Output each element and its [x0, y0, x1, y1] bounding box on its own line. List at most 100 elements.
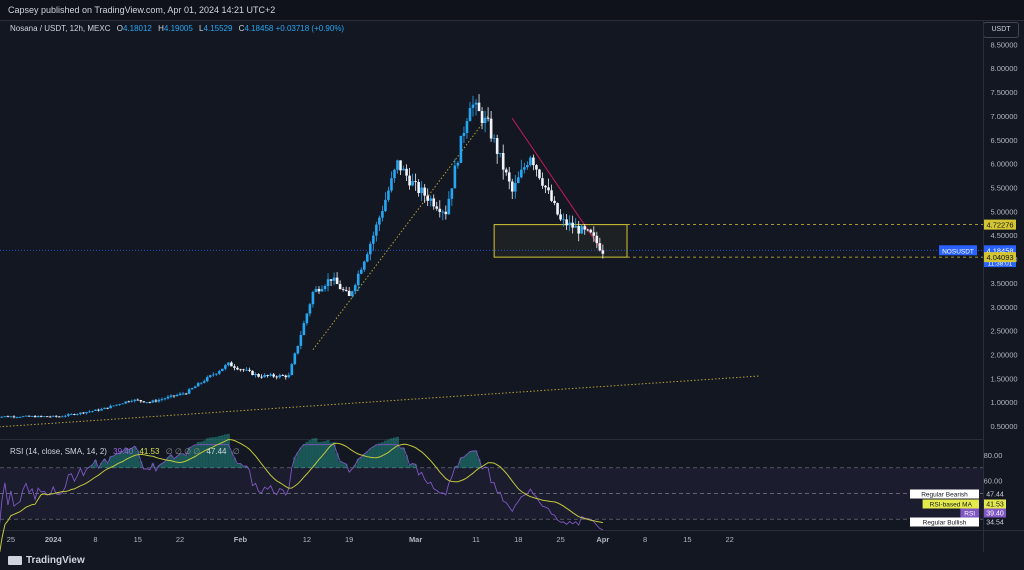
- candle-body: [350, 291, 354, 297]
- time-tick-label: 15: [683, 535, 691, 544]
- low-label: L: [199, 24, 204, 33]
- candle-body: [82, 412, 85, 414]
- candle-body: [483, 117, 487, 124]
- time-tick-label: 8: [643, 535, 647, 544]
- candle-body: [541, 178, 544, 186]
- candle-body: [477, 102, 481, 112]
- candle-body: [556, 203, 559, 215]
- price-tick-label: 8.00000: [990, 64, 1017, 73]
- candle-body: [459, 135, 463, 163]
- candle-body: [145, 402, 149, 404]
- price-label-box: [984, 252, 1016, 263]
- candle-body: [15, 417, 19, 418]
- candle-body: [589, 229, 593, 233]
- currency-button[interactable]: USDT: [983, 22, 1019, 38]
- candle-body: [118, 404, 121, 406]
- rsi-ma-value: 41.53: [139, 447, 160, 456]
- rsi-value: 39.40: [113, 447, 134, 456]
- candle-body: [287, 375, 291, 378]
- candle-body: [281, 375, 285, 376]
- rsi-right-value-text: 41.53: [986, 502, 1004, 509]
- candle-body: [356, 273, 360, 286]
- candle-body: [42, 416, 46, 418]
- candle-body: [414, 181, 417, 183]
- candle-body: [224, 365, 227, 369]
- price-tick-label: 3.50000: [990, 279, 1017, 288]
- candle-body: [299, 335, 303, 346]
- open-value: 4.18012: [122, 24, 152, 33]
- candle-body: [595, 235, 599, 244]
- tv-logo-icon: [8, 555, 22, 565]
- symbol-label[interactable]: Nosana / USDT, 12h, MEXC: [10, 24, 111, 33]
- candle-body: [420, 187, 423, 194]
- candle-body: [450, 188, 454, 199]
- candle-body: [565, 219, 568, 226]
- candle-body: [239, 369, 242, 371]
- candle-body: [308, 304, 312, 314]
- candle-body: [12, 416, 16, 418]
- candle-body: [396, 160, 399, 170]
- price-label-box: [984, 219, 1016, 230]
- candle-body: [544, 185, 547, 188]
- candle-body: [601, 250, 605, 254]
- candle-body: [275, 376, 278, 378]
- candle-body: [157, 399, 161, 402]
- candle-body: [45, 416, 49, 418]
- candle-body: [441, 211, 445, 213]
- candle-body: [538, 169, 541, 179]
- rsi-legend: RSI (14, close, SMA, 14, 2) 39.40 41.53 …: [10, 447, 240, 456]
- candle-body: [417, 182, 420, 194]
- candle-body: [67, 414, 70, 416]
- price-label-text: 4.72276: [986, 221, 1013, 230]
- candle-body: [598, 243, 602, 251]
- candle-body: [272, 374, 275, 377]
- candle-body: [453, 165, 457, 189]
- candle-body: [166, 396, 170, 399]
- time-tick-label: 22: [726, 535, 734, 544]
- low-value: 4.15529: [203, 24, 233, 33]
- rsi-right-tag: [960, 508, 979, 518]
- candle-body: [378, 217, 381, 225]
- symbol-tag-text: NOSUSDT: [942, 248, 974, 255]
- tradingview-logo[interactable]: TradingView: [8, 555, 85, 566]
- candle-body: [88, 411, 91, 413]
- price-tick-label: 6.50000: [990, 136, 1017, 145]
- candle-body: [372, 235, 375, 244]
- change-value: +0.03718 (+0.90%): [275, 24, 345, 33]
- candle-body: [3, 416, 7, 418]
- rsi-pane: 80.00 60.00: [0, 451, 1002, 520]
- time-tick-label: 12: [303, 535, 311, 544]
- price-tick-label: 6.00000: [990, 160, 1017, 169]
- candle-body: [465, 121, 469, 134]
- rsi-title[interactable]: RSI (14, close, SMA, 14, 2): [10, 447, 107, 456]
- candle-body: [76, 413, 79, 415]
- candle-body: [112, 405, 115, 407]
- candle-body: [402, 168, 405, 171]
- time-tick-label: Feb: [234, 535, 248, 544]
- candle-body: [169, 395, 173, 397]
- candle-body: [423, 187, 426, 196]
- time-tick-label: 25: [556, 535, 564, 544]
- candle-body: [359, 269, 363, 274]
- candle-body: [39, 415, 43, 417]
- candle-body: [513, 182, 517, 192]
- candles-layer: [0, 94, 605, 419]
- candle-body: [121, 403, 124, 405]
- price-tick-label: 2.00000: [990, 351, 1017, 360]
- candle-body: [236, 367, 239, 370]
- publish-header: Capsey published on TradingView.com, Apr…: [0, 0, 1024, 21]
- candle-body: [510, 181, 514, 192]
- rsi-trailing: ∅: [232, 447, 240, 456]
- candle-body: [142, 401, 146, 403]
- candle-body: [175, 394, 179, 397]
- candle-body: [381, 211, 384, 218]
- price-tick-label: 8.50000: [990, 40, 1017, 49]
- rsi-right-tag-text: Regular Bullish: [923, 520, 967, 527]
- candle-body: [245, 369, 248, 371]
- candle-body: [106, 407, 109, 409]
- candle-body: [462, 133, 466, 136]
- rsi-right-tag: [910, 489, 979, 499]
- candle-body: [187, 389, 191, 394]
- candle-body: [344, 289, 348, 291]
